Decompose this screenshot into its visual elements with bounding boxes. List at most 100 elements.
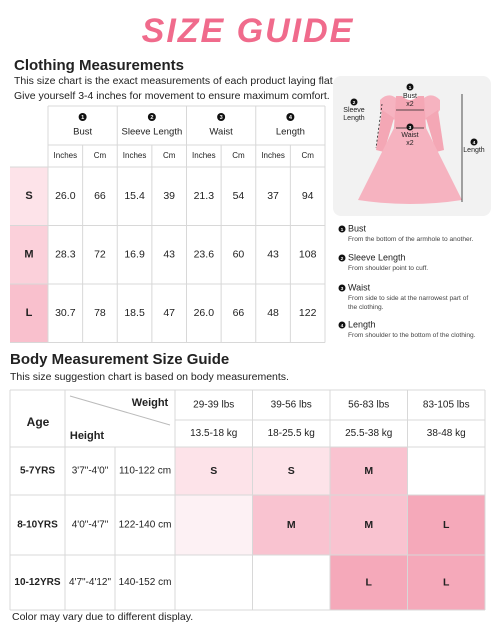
measurement-value: 78: [94, 307, 106, 319]
measurement-value: 43: [267, 249, 279, 261]
size-cell: [175, 495, 253, 555]
unit-label: Cm: [163, 151, 176, 160]
page-title: SIZE GUIDE: [142, 12, 355, 50]
diagonal: [69, 395, 171, 426]
number-badge: [286, 113, 295, 121]
measurement-value: 48: [267, 307, 279, 319]
measurement-value: 94: [302, 190, 314, 202]
clothing-heading: Clothing Measurements: [14, 57, 184, 74]
measurement-value: 15.4: [124, 190, 145, 202]
footer-note: Color may vary due to different display.: [12, 611, 193, 623]
number-badge-label: 3: [220, 115, 223, 121]
height-cm: 122-140 cm: [119, 520, 172, 531]
number-badge-label: 4: [473, 140, 476, 146]
number-badge-label: 2: [353, 100, 356, 106]
clothing-note: This size chart is the exact measurement…: [14, 75, 336, 87]
column-header: Length: [276, 127, 305, 138]
number-badge-label: 2: [341, 256, 344, 262]
height-cm: 110-122 cm: [119, 466, 171, 477]
weight-kg: 18-25.5 kg: [268, 428, 315, 439]
size-cell: [330, 447, 408, 495]
size-label: L: [443, 576, 450, 588]
height-header: Height: [70, 430, 105, 442]
height-label: 3'7"-4'0": [72, 466, 109, 477]
size-label: M: [364, 519, 373, 531]
number-badge: [406, 83, 414, 91]
skirt: [358, 128, 462, 204]
measurement-value: 54: [233, 190, 245, 202]
number-badge-label: 3: [341, 286, 344, 292]
legend-title: Waist: [348, 282, 371, 292]
legend-title: Bust: [348, 223, 367, 233]
legend-desc: From the bottom of the armhole to anothe…: [348, 236, 474, 243]
size-label: L: [366, 576, 373, 588]
height-label: 4'7"-4'12": [69, 577, 112, 588]
diagram-label: x2: [406, 140, 414, 147]
measurement-value: 72: [94, 249, 106, 261]
number-badge: [147, 113, 156, 121]
unit-label: Inches: [261, 151, 285, 160]
long-sleeve: [426, 110, 444, 152]
measurement-value: 26.0: [194, 307, 215, 319]
column-header: Waist: [209, 127, 233, 138]
weight-header: Weight: [132, 397, 169, 409]
weight-lbs: 83-105 lbs: [423, 400, 470, 411]
size-label: S: [25, 190, 32, 202]
clothing-note: Give yourself 3-4 inches for movement to…: [14, 90, 330, 102]
measurement-value: 43: [163, 249, 175, 261]
unit-label: Inches: [54, 151, 78, 160]
size-label: S: [210, 465, 217, 477]
long-sleeve: [376, 110, 394, 152]
unit-label: Inches: [192, 151, 216, 160]
legend-desc: From side to side at the narrowest part …: [348, 295, 468, 302]
measurement-value: 16.9: [124, 249, 145, 261]
unit-label: Cm: [301, 151, 314, 160]
size-cell: [10, 284, 48, 343]
size-cell: [252, 447, 330, 495]
number-badge: [78, 113, 87, 121]
weight-kg: 25.5-38 kg: [345, 428, 392, 439]
measurement-value: 60: [233, 249, 245, 261]
measurement-value: 18.5: [124, 307, 145, 319]
number-badge-label: 1: [409, 85, 412, 91]
measurement-value: 39: [163, 190, 175, 202]
size-cell: [407, 495, 485, 555]
size-cell: [10, 225, 48, 284]
number-badge-label: 3: [409, 125, 412, 131]
height-cm: 140-152 cm: [119, 577, 172, 588]
measurement-value: 21.3: [194, 190, 215, 202]
size-cell: [175, 447, 253, 495]
sleeve-line: [375, 103, 383, 149]
weight-lbs: 29-39 lbs: [193, 400, 234, 411]
number-badge: [338, 321, 346, 329]
height-label: 4'0"-4'7": [72, 520, 109, 531]
size-cell: [10, 167, 48, 226]
age-header: Age: [27, 415, 50, 429]
column-header: Bust: [73, 127, 92, 138]
number-badge-label: 4: [289, 115, 293, 121]
number-badge: [470, 138, 478, 146]
age-label: 10-12YRS: [14, 577, 60, 588]
measurement-value: 37: [267, 190, 279, 202]
number-badge-label: 1: [341, 227, 344, 233]
size-cell: [252, 495, 330, 555]
size-label: M: [287, 519, 296, 531]
measurement-value: 108: [299, 249, 317, 261]
bodice: [394, 96, 426, 128]
measurement-value: 66: [233, 307, 245, 319]
number-badge: [350, 98, 358, 106]
legend-title: Sleeve Length: [348, 252, 406, 262]
measurement-value: 47: [163, 307, 175, 319]
measurement-value: 28.3: [55, 249, 76, 261]
dress-diagram: [333, 76, 491, 216]
measurement-value: 26.0: [55, 190, 76, 202]
number-badge: [217, 113, 226, 121]
size-label: S: [288, 465, 295, 477]
column-header: Sleeve Length: [122, 127, 183, 138]
legend-desc: From shoulder point to cuff.: [348, 265, 428, 272]
measurement-value: 30.7: [55, 307, 76, 319]
weight-lbs: 56-83 lbs: [348, 400, 389, 411]
measurement-value: 122: [299, 307, 317, 319]
number-badge: [338, 284, 346, 292]
